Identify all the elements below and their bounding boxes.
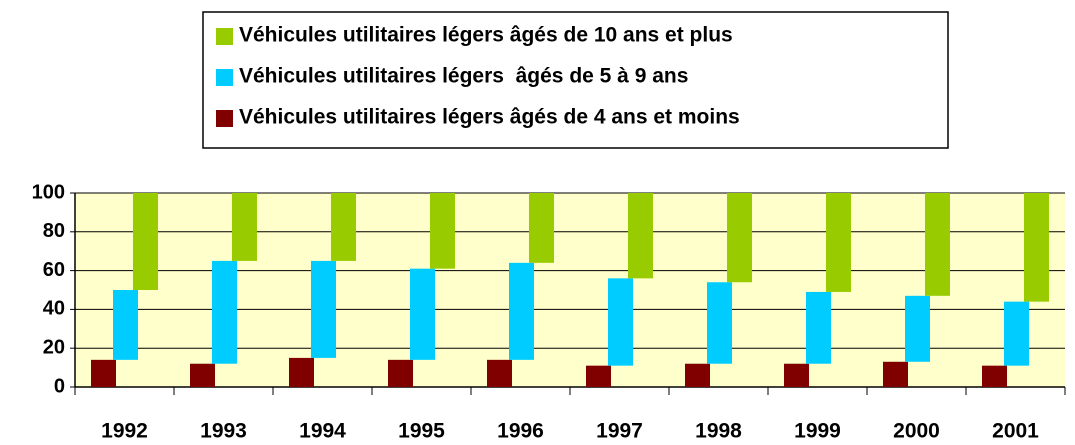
legend-label: Véhicules utilitaires légers âgés de 4 a…	[239, 106, 740, 129]
bar-segment	[806, 291, 831, 364]
bar-segment	[509, 262, 534, 360]
bar-segment	[784, 363, 809, 387]
y-tick-label: 100	[32, 181, 65, 203]
bar-segment	[388, 359, 413, 387]
bar-segment	[628, 193, 653, 279]
bar-segment	[430, 193, 455, 269]
bar-segment	[982, 365, 1007, 387]
bar-segment	[133, 193, 158, 290]
legend-swatch	[216, 28, 233, 45]
bar-segment	[190, 363, 215, 387]
y-tick-label: 80	[43, 220, 65, 242]
x-tick-label: 1994	[299, 420, 346, 443]
bar-segment	[113, 290, 138, 360]
legend-swatch	[216, 69, 233, 86]
bar-segment	[331, 193, 356, 261]
bar-segment	[529, 193, 554, 263]
bar-segment	[1004, 301, 1029, 366]
legend-swatch	[216, 110, 233, 127]
bar-segment	[905, 295, 930, 362]
y-tick-label: 60	[43, 259, 65, 281]
x-tick-label: 1998	[695, 420, 742, 443]
y-tick-label: 0	[54, 375, 65, 397]
bar-segment	[707, 282, 732, 364]
x-tick-label: 1995	[398, 420, 445, 443]
x-tick-label: 2000	[893, 420, 940, 443]
x-tick-label: 2001	[992, 420, 1039, 443]
y-tick-label: 40	[43, 298, 65, 320]
x-tick-label: 1999	[794, 420, 841, 443]
x-tick-label: 1997	[596, 420, 643, 443]
legend-box	[202, 11, 949, 149]
x-tick-label: 1992	[101, 420, 148, 443]
bar-segment	[410, 268, 435, 360]
bar-segment	[232, 193, 257, 261]
bar-segment	[91, 359, 116, 387]
bar-segment	[826, 193, 851, 292]
bar-segment	[883, 361, 908, 387]
bar-segment	[311, 260, 336, 358]
bar-segment	[289, 357, 314, 387]
y-tick-label: 20	[43, 336, 65, 358]
legend-label: Véhicules utilitaires légers âgés de 10 …	[239, 24, 733, 47]
bar-segment	[727, 193, 752, 283]
x-tick-label: 1993	[200, 420, 247, 443]
bar-segment	[925, 193, 950, 296]
bar-segment	[586, 365, 611, 387]
bar-segment	[212, 260, 237, 364]
legend-label: Véhicules utilitaires légers âgés de 5 à…	[239, 65, 688, 88]
bar-segment	[685, 363, 710, 387]
bar-segment	[487, 359, 512, 387]
bar-segment	[608, 278, 633, 366]
bar-segment	[1024, 193, 1049, 302]
x-tick-label: 1996	[497, 420, 544, 443]
